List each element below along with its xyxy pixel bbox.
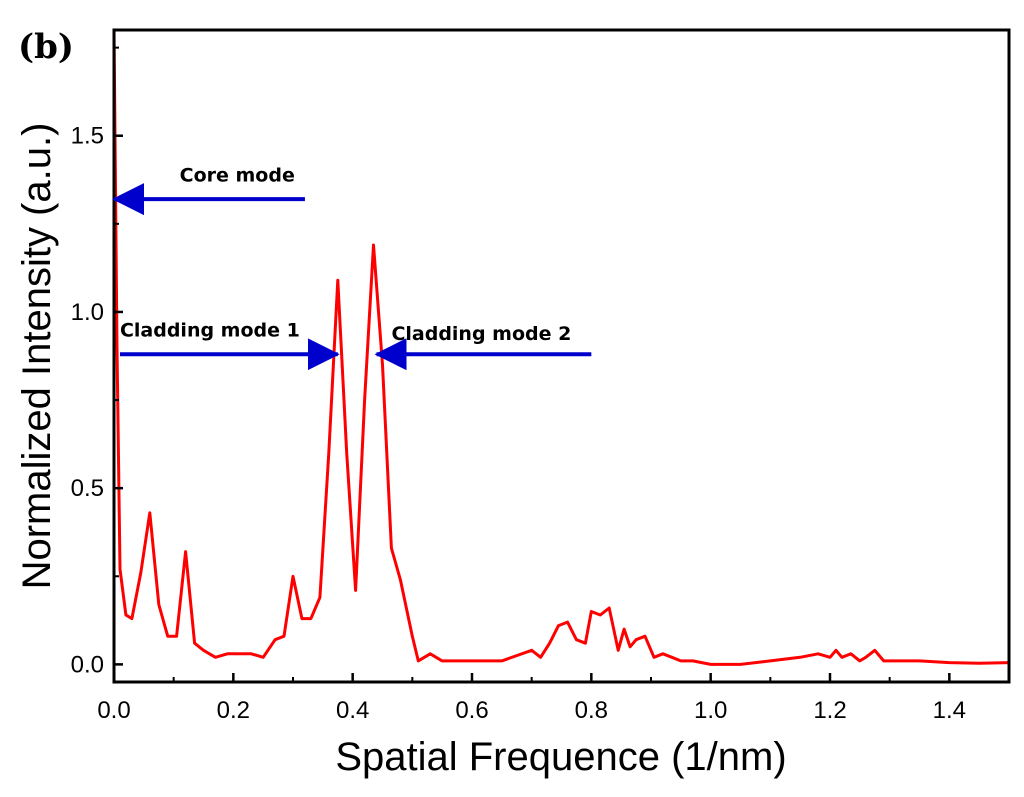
annotation-label-0: Core mode — [180, 165, 295, 187]
panel-label: (b) — [18, 27, 74, 67]
x-axis-title: Spatial Frequence (1/nm) — [335, 735, 786, 779]
annotation-label-1: Cladding mode 1 — [120, 320, 300, 342]
y-axis-title: Normalized Intensity (a.u.) — [15, 123, 59, 590]
x-tick-label: 0.8 — [575, 697, 608, 724]
x-tick-label: 1.2 — [813, 697, 846, 724]
y-tick-label: 1.5 — [71, 123, 104, 150]
y-tick-label: 0.5 — [71, 475, 104, 502]
y-tick-label: 0.0 — [71, 651, 104, 678]
x-tick-label: 1.0 — [694, 697, 727, 724]
plot-frame — [112, 28, 1011, 684]
y-tick-label: 1.0 — [71, 299, 104, 326]
annotation-label-2: Cladding mode 2 — [391, 323, 571, 345]
x-tick-label: 0.6 — [455, 697, 488, 724]
annotations: Core mode Cladding mode 1 Cladding mode 2 — [112, 165, 592, 371]
x-tick-label: 0.2 — [217, 697, 250, 724]
series-layer — [114, 30, 1009, 682]
x-tick-label: 0.0 — [97, 697, 130, 724]
x-tick-label: 1.4 — [933, 697, 966, 724]
x-axis: 0.0 0.2 0.4 0.6 0.8 1.0 1.2 1.4 — [97, 673, 1010, 724]
series-line-0 — [114, 30, 1009, 682]
y-axis: 0.0 0.5 1.0 1.5 — [71, 46, 123, 678]
x-tick-label: 0.4 — [336, 697, 369, 724]
